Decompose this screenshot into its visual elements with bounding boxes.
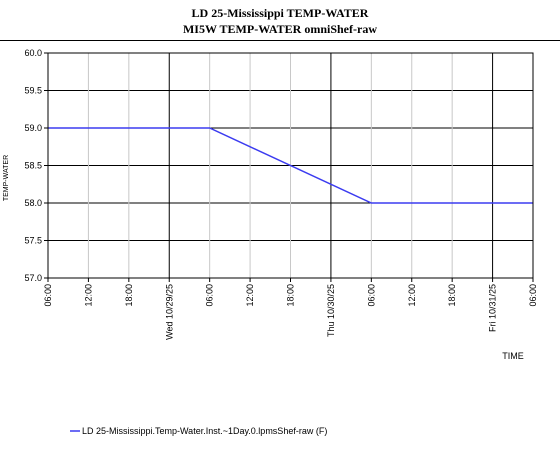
y-tick-label: 58.0 <box>24 198 42 208</box>
x-tick-label: 18:00 <box>124 284 134 307</box>
x-tick-label: 12:00 <box>407 284 417 307</box>
y-tick-label: 59.0 <box>24 123 42 133</box>
chart-subtitle: MI5W TEMP-WATER omniShef-raw <box>182 22 377 36</box>
y-tick-label: 57.5 <box>24 236 42 246</box>
x-tick-label: Thu 10/30/25 <box>326 284 336 337</box>
x-tick-label: 18:00 <box>447 284 457 307</box>
series-line <box>48 127 533 204</box>
legend: LD 25-Mississippi.Temp-Water.Inst.~1Day.… <box>70 426 327 436</box>
x-tick-label: 06:00 <box>205 284 215 307</box>
x-tick-label: Wed 10/29/25 <box>164 284 174 340</box>
chart-title: LD 25-Mississippi TEMP-WATER <box>191 6 369 20</box>
plot-frame <box>47 52 534 279</box>
x-tick-label: 06:00 <box>43 284 53 307</box>
y-tick-label: 57.0 <box>24 273 42 283</box>
x-tick-label: 06:00 <box>528 284 538 307</box>
x-tick-label: 18:00 <box>286 284 296 307</box>
x-tick-label: 12:00 <box>83 284 93 307</box>
x-tick-label: Fri 10/31/25 <box>488 284 498 332</box>
x-tick-label: 12:00 <box>245 284 255 307</box>
legend-label: LD 25-Mississippi.Temp-Water.Inst.~1Day.… <box>82 426 327 436</box>
x-axis-title: TIME <box>502 351 524 361</box>
y-tick-label: 59.5 <box>24 86 42 96</box>
y-tick-label: 60.0 <box>24 48 42 58</box>
title-divider <box>0 40 560 41</box>
x-tick-label: 06:00 <box>366 284 376 307</box>
y-tick-label: 58.5 <box>24 161 42 171</box>
y-axis-title: TEMP-WATER <box>3 155 10 201</box>
